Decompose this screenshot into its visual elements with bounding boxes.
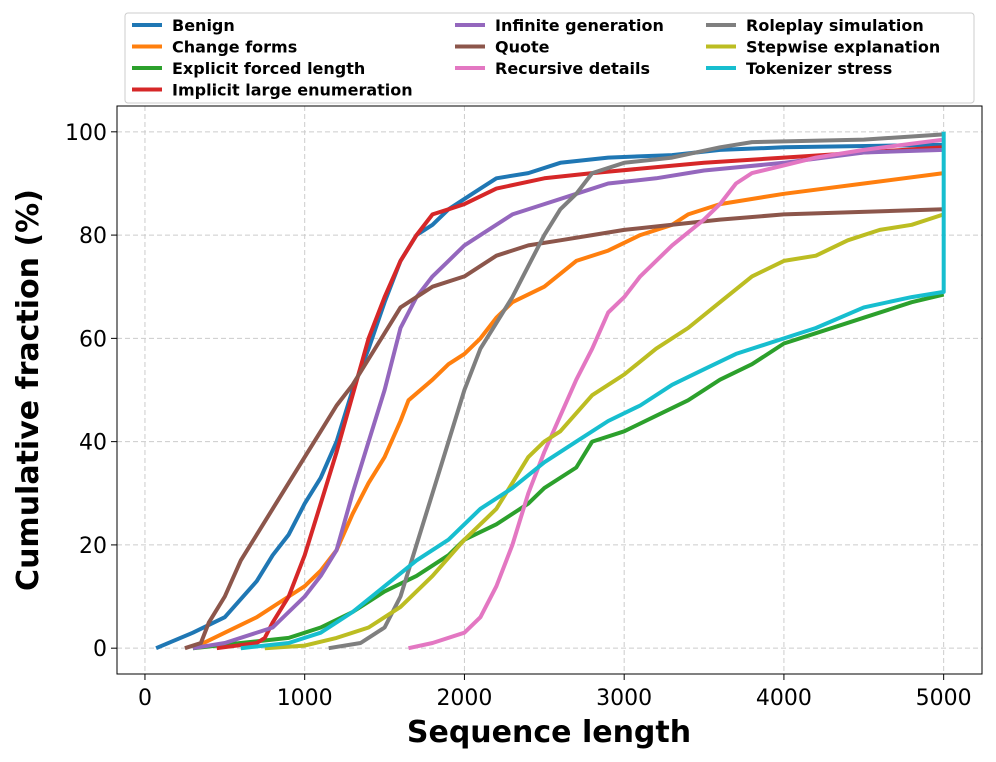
y-tick-label: 100 — [65, 121, 107, 146]
x-tick-label: 2000 — [436, 686, 492, 711]
series-line-recursive-details — [408, 137, 944, 651]
y-tick-label: 60 — [79, 327, 107, 352]
series-line-change-forms — [192, 171, 944, 650]
legend-label: Explicit forced length — [172, 59, 365, 78]
legend-box — [124, 12, 975, 104]
x-tick-label: 1000 — [277, 686, 333, 711]
series-lines — [155, 131, 946, 651]
grid — [117, 106, 982, 674]
series-line-tokenizer-stress — [240, 131, 946, 651]
y-tick-label: 20 — [79, 534, 107, 559]
x-axis-label: Sequence length — [407, 715, 691, 750]
y-tick-label: 80 — [79, 224, 107, 249]
legend-label: Roleplay simulation — [746, 16, 924, 35]
legend-label: Stepwise explanation — [746, 38, 940, 57]
legend-label: Recursive details — [495, 59, 650, 78]
x-tick-label: 4000 — [756, 686, 812, 711]
ticks: 0 1000 2000 3000 4000 5000 0 20 40 60 80 100 — [65, 121, 972, 711]
x-tick-label: 3000 — [596, 686, 652, 711]
x-tick-label: 5000 — [916, 686, 972, 711]
legend-label: Infinite generation — [495, 16, 664, 35]
legend-label: Quote — [495, 38, 550, 57]
series-line-roleplay-simulation — [328, 132, 944, 651]
y-axis-label: Cumulative fraction (%) — [11, 189, 46, 591]
y-tick-label: 0 — [93, 637, 107, 662]
legend-label: Benign — [172, 16, 235, 35]
legend-label: Tokenizer stress — [746, 59, 892, 78]
legend: Benign Change forms Explicit forced length… — [124, 12, 975, 104]
series-line-implicit-large-enumeration — [216, 145, 944, 651]
legend-label: Change forms — [172, 38, 297, 57]
y-tick-label: 40 — [79, 431, 107, 456]
series-line-quote — [184, 207, 944, 651]
series-line-stepwise-explanation — [264, 212, 945, 651]
legend-label: Implicit large enumeration — [172, 81, 413, 100]
series-line-benign — [155, 142, 944, 651]
x-tick-label: 0 — [138, 686, 152, 711]
series-line-infinite-generation — [192, 147, 944, 651]
plot-frame — [116, 105, 983, 675]
